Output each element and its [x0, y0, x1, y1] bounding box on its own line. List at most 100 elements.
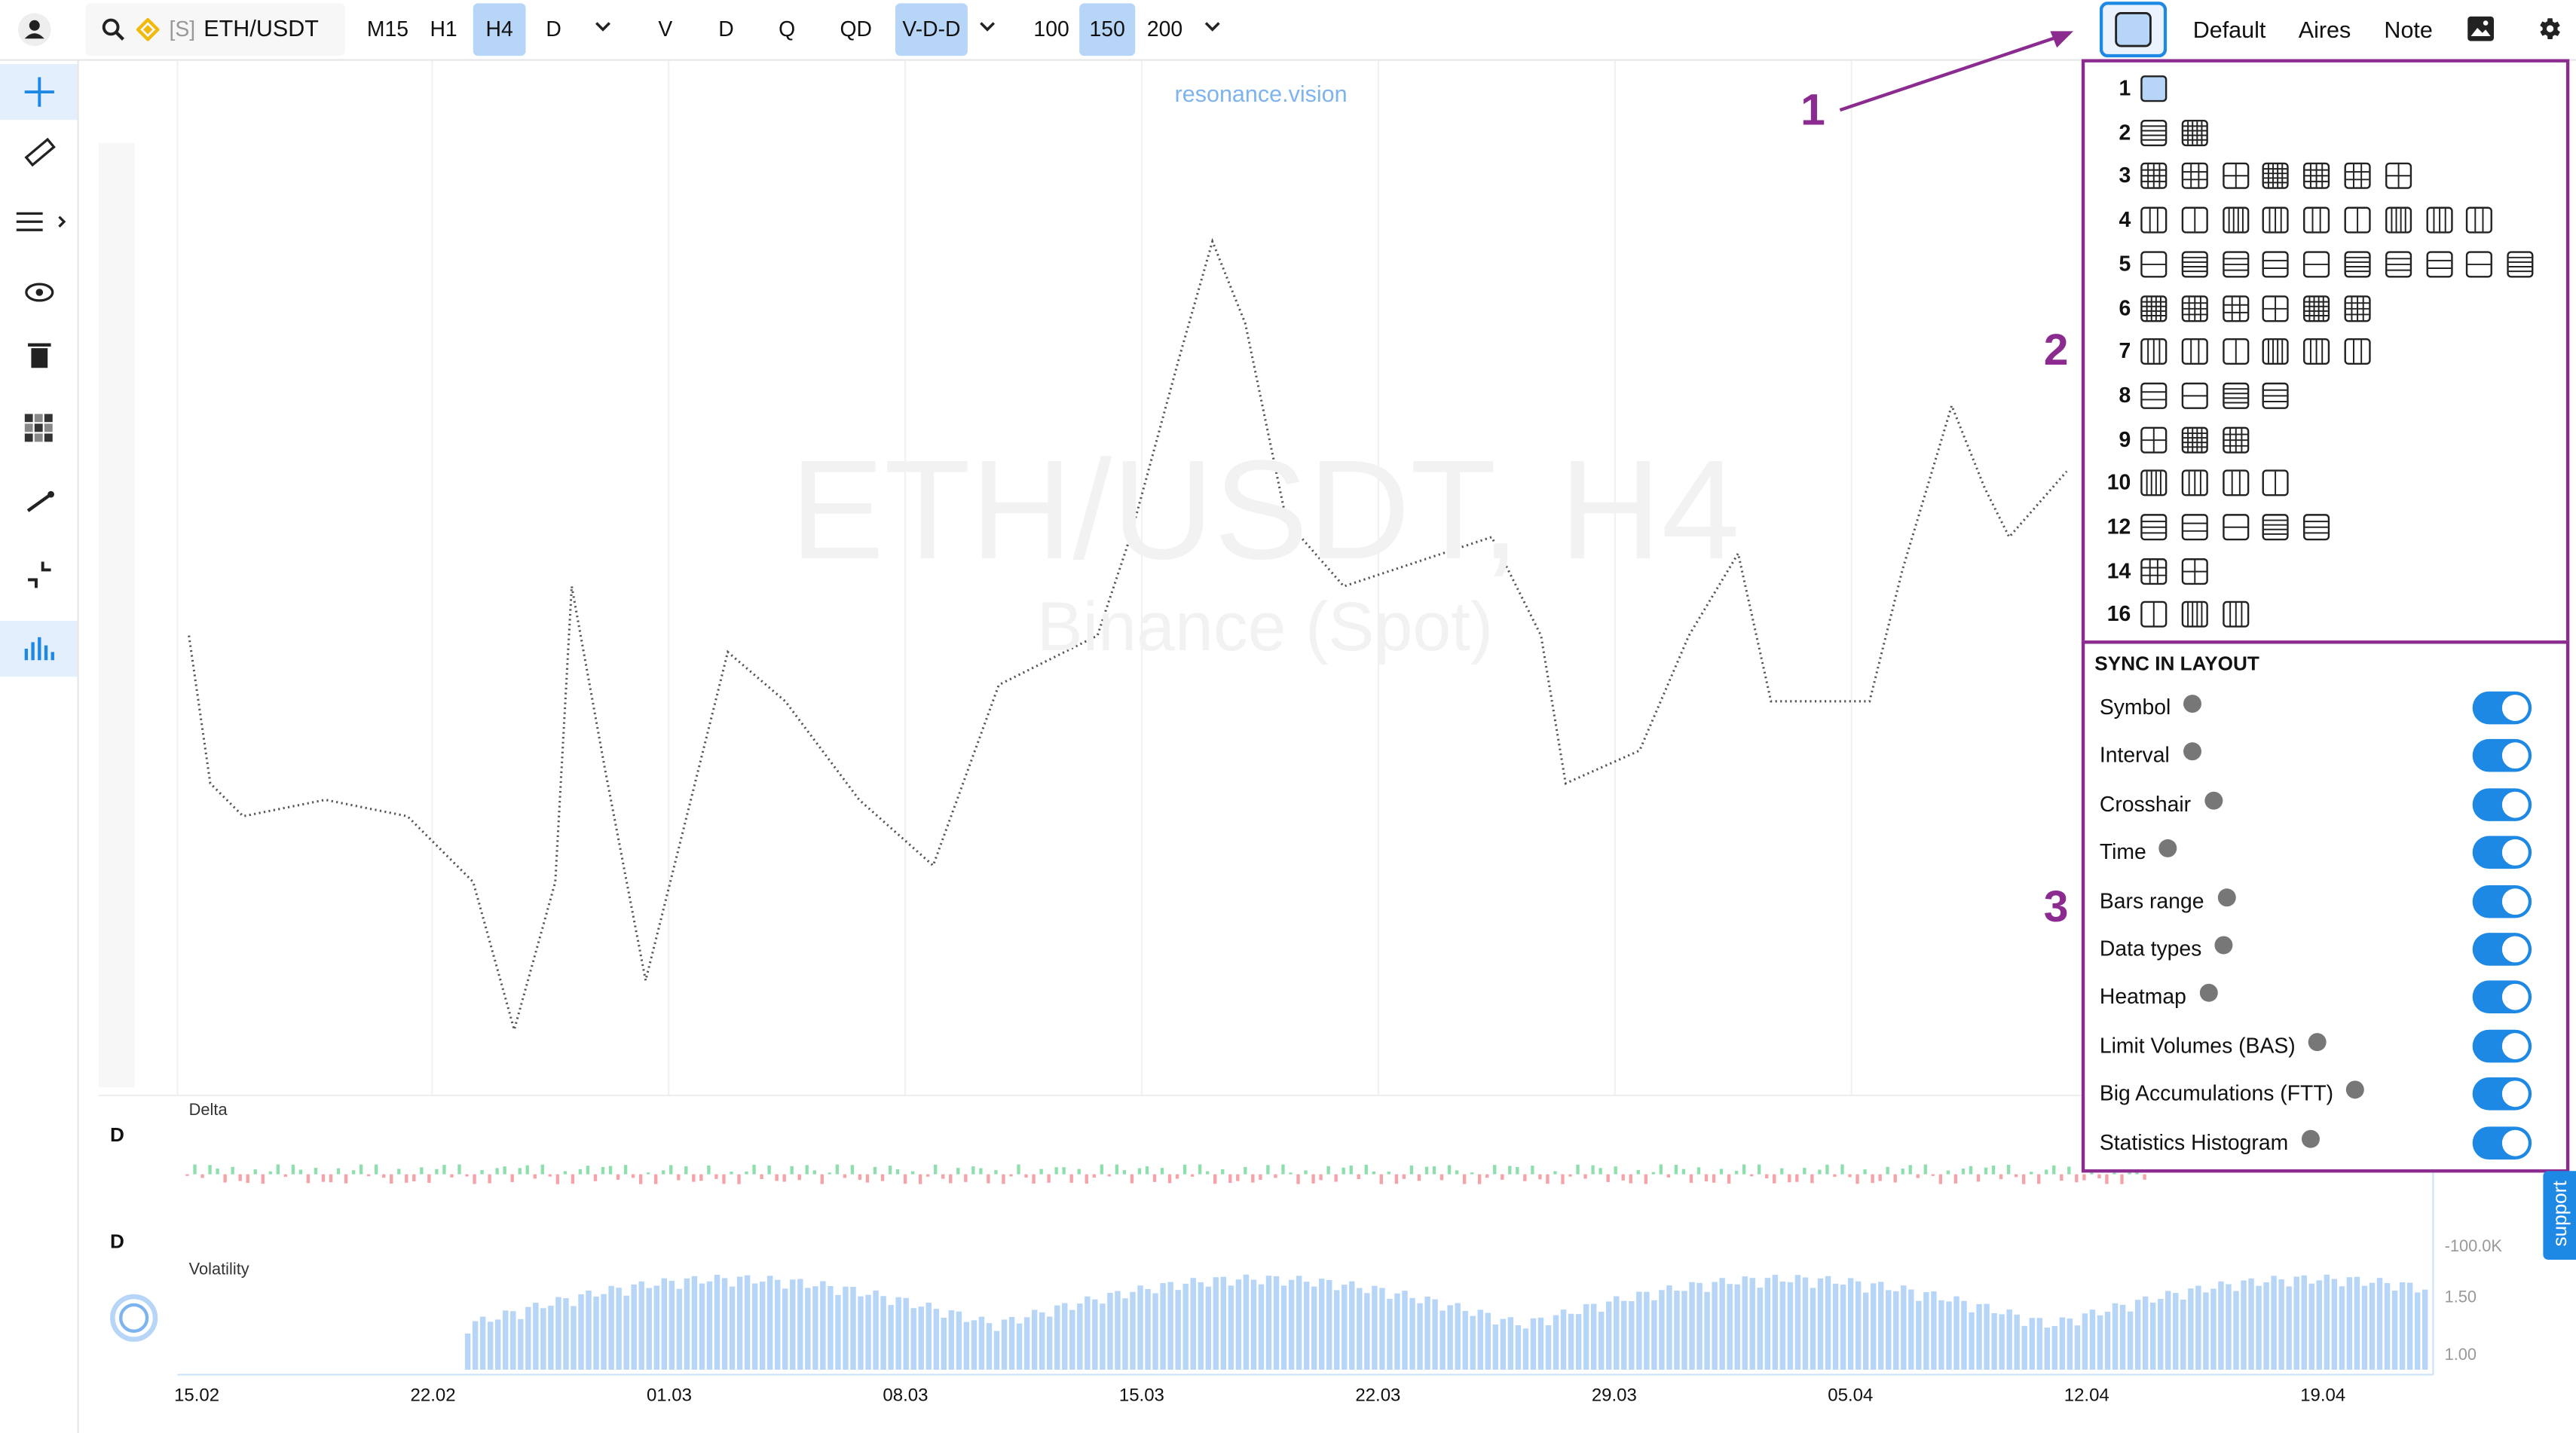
heatmap-tool[interactable]: [0, 401, 77, 457]
delete-tool[interactable]: [0, 327, 77, 383]
layout-option[interactable]: [2302, 337, 2331, 366]
layout-option[interactable]: [2180, 206, 2209, 235]
layout-option[interactable]: [2261, 512, 2290, 542]
layout-option[interactable]: [2261, 337, 2290, 366]
layout-option[interactable]: [2425, 206, 2454, 235]
interval-button[interactable]: H1: [430, 16, 457, 41]
layout-option[interactable]: [2220, 161, 2250, 191]
layout-option[interactable]: [2220, 206, 2250, 235]
layout-option[interactable]: [2465, 206, 2495, 235]
layout-option[interactable]: [2139, 556, 2168, 585]
drawings-tool[interactable]: [0, 194, 77, 249]
sync-toggle[interactable]: [2472, 691, 2532, 725]
layout-option[interactable]: [2139, 249, 2168, 279]
compress-tool[interactable]: [0, 547, 77, 603]
interval-button[interactable]: H4: [473, 3, 526, 57]
layout-option[interactable]: [2261, 380, 2290, 410]
screenshot-icon[interactable]: [2467, 16, 2495, 41]
layout-option[interactable]: [2220, 337, 2250, 366]
layout-option[interactable]: [2139, 337, 2168, 366]
layout-option[interactable]: [2220, 425, 2250, 454]
preset-button[interactable]: Note: [2384, 16, 2433, 43]
info-icon[interactable]: [2301, 1129, 2320, 1147]
layout-option[interactable]: [2180, 118, 2209, 147]
layout-option[interactable]: [2180, 556, 2209, 585]
data-type-button[interactable]: V-D-D: [895, 3, 968, 57]
layout-option[interactable]: [2220, 380, 2250, 410]
layout-option[interactable]: [2465, 249, 2495, 279]
bars-button[interactable]: 150: [1079, 3, 1136, 57]
sync-toggle[interactable]: [2472, 787, 2532, 821]
symbol-search[interactable]: [S] ETH/USDT: [85, 3, 345, 57]
bars-button[interactable]: 200: [1146, 16, 1183, 41]
preset-button[interactable]: Aires: [2298, 16, 2351, 43]
layout-option[interactable]: [2261, 206, 2290, 235]
dropdown-chevron[interactable]: [595, 21, 611, 34]
layout-option[interactable]: [2180, 512, 2209, 542]
sync-toggle[interactable]: [2472, 1029, 2532, 1062]
layout-option[interactable]: [2139, 512, 2168, 542]
trade-tool[interactable]: [0, 475, 77, 530]
settings-icon[interactable]: [2535, 15, 2563, 43]
info-icon[interactable]: [2159, 839, 2178, 858]
sync-toggle[interactable]: [2472, 933, 2532, 966]
info-icon[interactable]: [2308, 1032, 2327, 1051]
layout-option[interactable]: [2384, 249, 2413, 279]
layout-option[interactable]: [2302, 512, 2331, 542]
bars-button[interactable]: 100: [1033, 16, 1069, 41]
layout-option[interactable]: [2139, 469, 2168, 498]
data-type-button[interactable]: V: [658, 16, 673, 41]
layout-option[interactable]: [2220, 293, 2250, 322]
crosshair-tool[interactable]: [0, 64, 78, 121]
layout-option[interactable]: [2180, 380, 2209, 410]
layout-option[interactable]: [2302, 161, 2331, 191]
layout-option[interactable]: [2220, 469, 2250, 498]
interval-button[interactable]: D: [546, 16, 561, 41]
indicator-tool[interactable]: [0, 620, 78, 677]
layout-option[interactable]: [2139, 600, 2168, 629]
layout-option[interactable]: [2425, 249, 2454, 279]
info-icon[interactable]: [2183, 743, 2201, 762]
layout-option[interactable]: [2506, 249, 2535, 279]
layout-option[interactable]: [2220, 512, 2250, 542]
support-tab[interactable]: support: [2543, 1171, 2576, 1260]
layout-option[interactable]: [2220, 600, 2250, 629]
layout-option[interactable]: [2261, 249, 2290, 279]
layout-option[interactable]: [2261, 161, 2290, 191]
info-icon[interactable]: [2217, 888, 2235, 906]
sync-toggle[interactable]: [2472, 885, 2532, 918]
layout-option[interactable]: [2139, 206, 2168, 235]
layout-option[interactable]: [2139, 293, 2168, 322]
layout-button[interactable]: [2099, 2, 2168, 58]
sync-toggle[interactable]: [2472, 836, 2532, 869]
layout-option[interactable]: [2342, 337, 2372, 366]
sync-toggle[interactable]: [2472, 1126, 2532, 1160]
layout-option[interactable]: [2342, 161, 2372, 191]
layout-option[interactable]: [2384, 206, 2413, 235]
dropdown-chevron[interactable]: [979, 21, 996, 34]
layout-option[interactable]: [2139, 161, 2168, 191]
info-icon[interactable]: [2183, 695, 2202, 713]
layout-option[interactable]: [2342, 206, 2372, 235]
layout-option[interactable]: [2139, 74, 2168, 103]
data-type-button[interactable]: Q: [779, 16, 796, 41]
user-icon[interactable]: [17, 13, 51, 47]
layout-option[interactable]: [2139, 425, 2168, 454]
sync-toggle[interactable]: [2472, 1077, 2532, 1111]
data-type-button[interactable]: QD: [840, 16, 872, 41]
layout-option[interactable]: [2180, 600, 2209, 629]
info-icon[interactable]: [2199, 984, 2218, 1003]
layout-option[interactable]: [2302, 293, 2331, 322]
dropdown-chevron[interactable]: [1204, 21, 1221, 34]
data-type-button[interactable]: D: [718, 16, 734, 41]
sync-toggle[interactable]: [2472, 739, 2532, 773]
sync-toggle[interactable]: [2472, 981, 2532, 1014]
layout-option[interactable]: [2220, 249, 2250, 279]
layout-option[interactable]: [2180, 249, 2209, 279]
layout-option[interactable]: [2180, 425, 2209, 454]
layout-option[interactable]: [2180, 469, 2209, 498]
layout-option[interactable]: [2384, 161, 2413, 191]
preset-button[interactable]: Default: [2192, 16, 2266, 43]
interval-button[interactable]: M15: [366, 16, 408, 41]
layout-option[interactable]: [2139, 380, 2168, 410]
